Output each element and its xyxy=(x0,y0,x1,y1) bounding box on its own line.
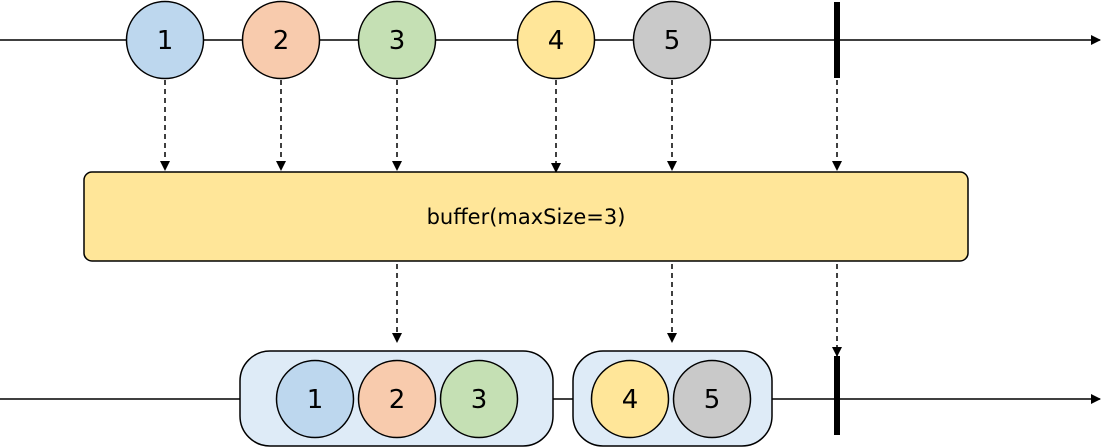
operator-label: buffer(maxSize=3) xyxy=(427,205,626,229)
output-buffer-group: 1 2 3 xyxy=(239,350,554,447)
output-marble-label: 4 xyxy=(622,385,639,415)
input-marble-label: 3 xyxy=(389,26,406,56)
output-marble: 3 xyxy=(439,359,519,439)
operator-box: buffer(maxSize=3) xyxy=(83,171,969,262)
input-complete-marker xyxy=(834,2,840,78)
output-marble-label: 5 xyxy=(704,385,721,415)
output-marble-label: 1 xyxy=(307,385,324,415)
input-marbles: 1 2 3 4 5 xyxy=(125,0,712,80)
output-marble: 4 xyxy=(590,359,670,439)
output-arrows xyxy=(392,264,842,357)
input-marble: 1 xyxy=(125,0,205,80)
output-marble-label: 3 xyxy=(471,385,488,415)
output-marble: 1 xyxy=(275,359,355,439)
input-marble-label: 5 xyxy=(664,26,681,56)
input-marble: 2 xyxy=(241,0,321,80)
input-marble-label: 1 xyxy=(157,26,174,56)
input-arrows xyxy=(160,80,842,173)
input-marble-label: 4 xyxy=(548,26,565,56)
output-buffer-group: 4 5 xyxy=(572,350,773,447)
output-complete-marker xyxy=(834,356,840,435)
input-marble: 4 xyxy=(516,0,596,80)
output-marble: 2 xyxy=(357,359,437,439)
input-marble-label: 2 xyxy=(273,26,290,56)
input-marble: 3 xyxy=(357,0,437,80)
output-marble: 5 xyxy=(672,359,752,439)
output-marble-label: 2 xyxy=(389,385,406,415)
input-marble: 5 xyxy=(632,0,712,80)
